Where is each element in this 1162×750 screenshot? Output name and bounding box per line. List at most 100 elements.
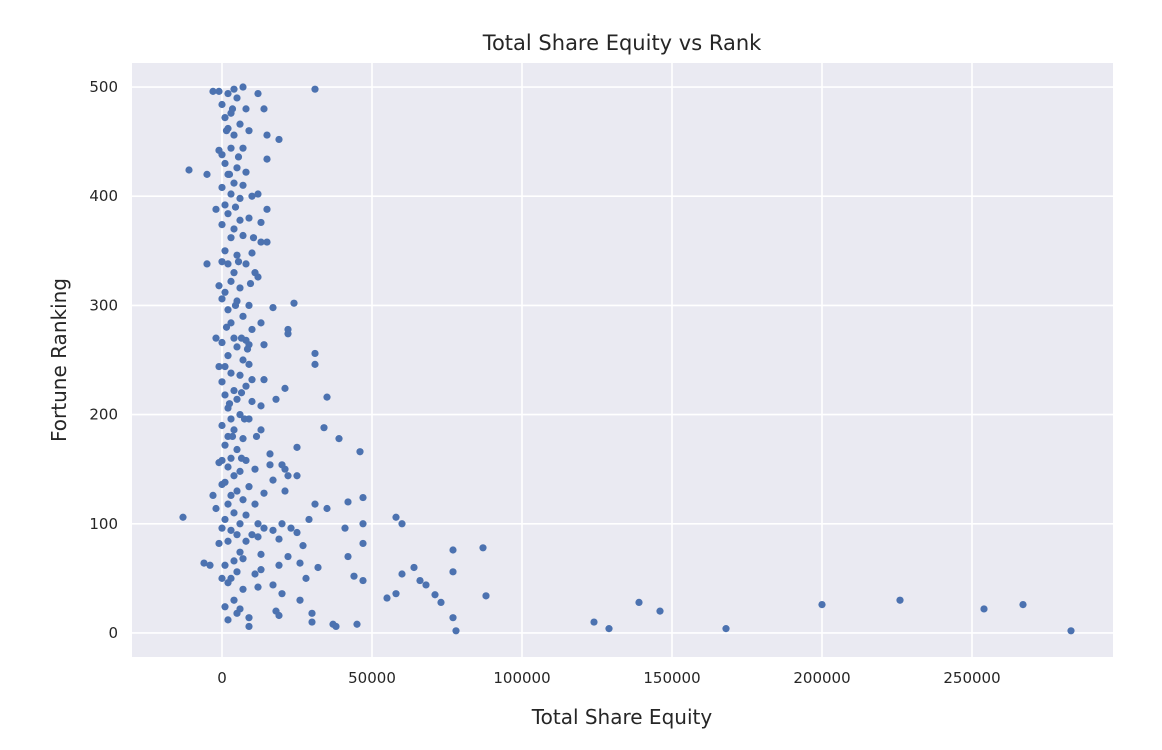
data-point: [236, 284, 244, 292]
data-point: [257, 238, 265, 246]
data-point: [230, 269, 238, 277]
data-point: [359, 520, 367, 528]
data-point: [236, 120, 244, 128]
data-point: [212, 504, 220, 513]
data-point: [239, 144, 247, 152]
data-point: [311, 360, 319, 368]
data-point: [224, 500, 232, 508]
data-point: [227, 319, 235, 327]
data-point: [215, 539, 223, 548]
data-point: [251, 465, 259, 473]
data-point: [278, 461, 286, 469]
data-point: [185, 166, 193, 174]
y-tick-labels: 0 100 200 300 400 500: [89, 78, 118, 642]
data-point: [242, 382, 250, 390]
data-point: [230, 596, 238, 604]
data-point: [320, 424, 328, 432]
data-point: [449, 614, 457, 622]
data-point: [218, 221, 226, 229]
data-point: [212, 334, 220, 342]
data-point: [227, 415, 235, 423]
data-point: [278, 590, 286, 598]
data-point: [227, 234, 235, 242]
data-point: [314, 563, 322, 572]
data-point: [237, 389, 246, 397]
data-point: [221, 362, 229, 371]
data-point: [227, 491, 235, 499]
data-point: [242, 537, 250, 545]
data-point: [245, 127, 253, 135]
data-point: [257, 319, 265, 327]
data-point: [236, 548, 244, 556]
data-point: [230, 472, 238, 480]
data-point: [228, 105, 237, 113]
data-point: [242, 260, 250, 268]
y-tick-label: 0: [108, 624, 118, 642]
data-point: [269, 303, 277, 312]
data-point: [311, 349, 319, 358]
data-point: [248, 397, 256, 406]
data-point: [224, 537, 232, 545]
data-point: [239, 435, 247, 443]
data-point: [281, 384, 289, 392]
data-point: [230, 131, 238, 139]
data-point: [215, 146, 223, 154]
data-point: [224, 579, 232, 587]
data-point: [635, 598, 643, 607]
data-point: [222, 127, 231, 135]
data-point: [392, 513, 400, 521]
plot-background: [132, 63, 1113, 657]
data-point: [236, 371, 244, 379]
data-point: [215, 459, 223, 467]
data-point: [221, 113, 229, 122]
data-point: [248, 325, 256, 334]
data-point: [248, 531, 256, 539]
data-point: [311, 500, 319, 508]
data-point: [323, 393, 331, 401]
data-point: [254, 520, 262, 528]
data-point: [323, 504, 331, 513]
data-point: [251, 570, 259, 578]
data-point: [308, 609, 316, 617]
data-point: [260, 376, 268, 384]
data-point: [260, 105, 268, 113]
data-point: [263, 205, 271, 213]
x-tick-label: 0: [217, 669, 227, 687]
data-point: [234, 258, 243, 266]
data-point: [233, 445, 241, 454]
data-point: [242, 168, 250, 176]
x-tick-labels: 0 50000 100000 150000 200000 250000: [217, 669, 1000, 687]
data-point: [278, 520, 286, 528]
data-point: [257, 566, 265, 574]
data-point: [243, 345, 252, 353]
data-point: [209, 491, 217, 499]
data-point: [239, 585, 247, 593]
data-point: [479, 544, 487, 552]
data-point: [275, 535, 283, 543]
data-point: [329, 620, 337, 628]
data-point: [218, 258, 226, 266]
data-point: [224, 616, 232, 624]
data-point: [227, 277, 235, 285]
data-point: [398, 570, 406, 578]
data-point: [218, 295, 226, 303]
data-point: [224, 210, 232, 218]
data-point: [431, 591, 439, 599]
data-point: [240, 415, 249, 423]
data-point: [239, 83, 247, 91]
data-point: [218, 421, 226, 430]
data-point: [359, 493, 367, 502]
data-point: [296, 596, 304, 604]
data-point: [221, 201, 229, 209]
data-point: [230, 334, 238, 342]
data-point: [254, 583, 262, 591]
data-point: [222, 323, 231, 331]
data-point: [227, 144, 235, 152]
data-point: [225, 170, 234, 178]
data-point: [272, 607, 280, 615]
data-point: [233, 343, 241, 351]
data-point: [242, 105, 250, 113]
data-point: [239, 312, 247, 320]
data-point: [275, 135, 283, 144]
x-tick-label: 50000: [348, 669, 396, 687]
